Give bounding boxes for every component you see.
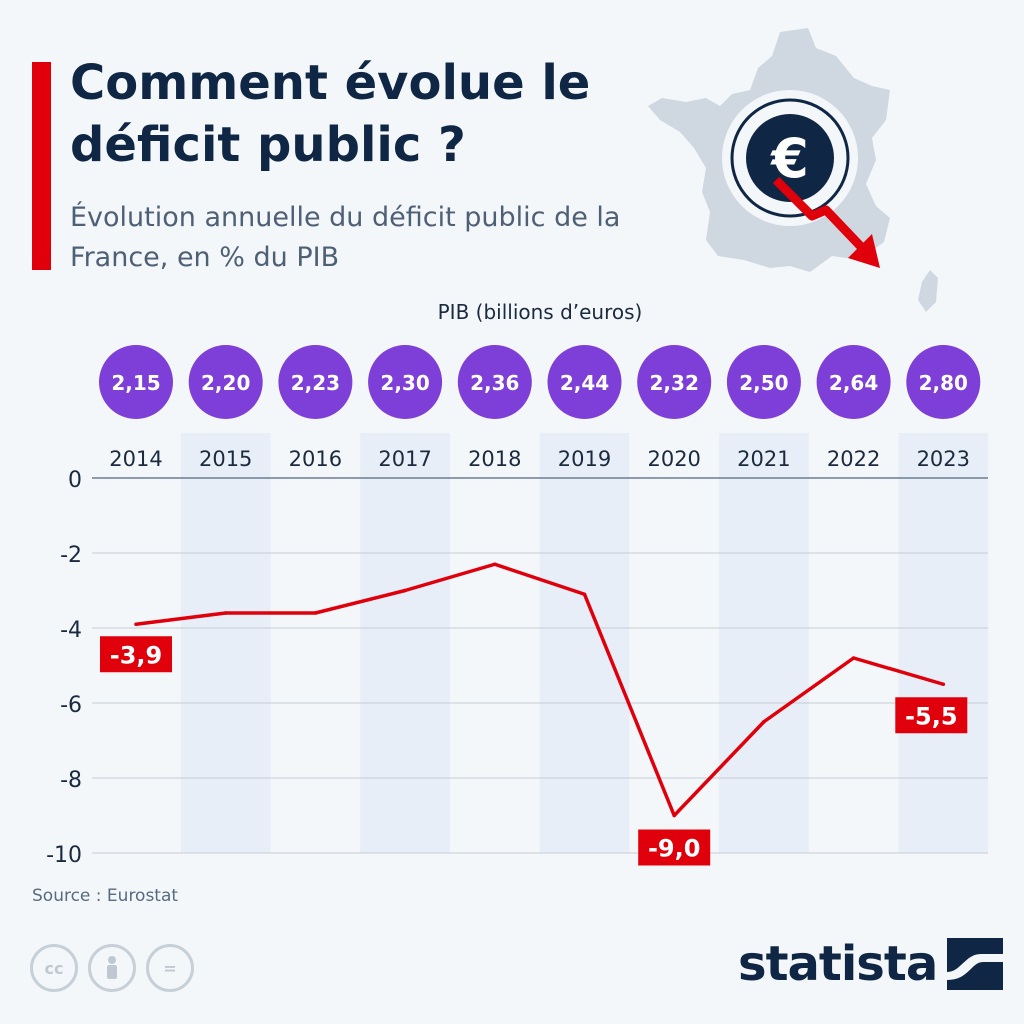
year-band [360, 433, 450, 853]
source-note: Source : Eurostat [32, 886, 179, 906]
data-point [493, 562, 497, 567]
pib-value: 2,23 [291, 371, 340, 395]
pib-value: 2,30 [380, 371, 429, 395]
chart-subtitle: Évolution annuelle du déficit public de … [70, 202, 621, 273]
y-tick-label: -10 [46, 843, 82, 868]
data-label: -5,5 [905, 702, 957, 730]
pib-value: 2,15 [111, 371, 160, 395]
year-band [719, 433, 809, 853]
pib-value: 2,50 [739, 371, 788, 395]
x-tick-label: 2019 [558, 447, 611, 471]
y-tick-label: 0 [68, 468, 82, 493]
data-point [582, 592, 587, 597]
data-point [223, 611, 228, 615]
license-icons: cc = [30, 944, 194, 992]
cc-icon: cc [30, 944, 78, 992]
brand-name: statista [738, 936, 938, 992]
no-derivatives-icon: = [146, 944, 194, 992]
y-tick-label: -8 [60, 768, 82, 793]
data-label: -9,0 [648, 835, 700, 863]
pib-bubble [816, 345, 891, 419]
year-band [898, 433, 989, 853]
pib-bubble [547, 345, 622, 419]
data-point [313, 611, 318, 615]
attribution-icon [88, 944, 136, 992]
pib-value: 2,44 [560, 371, 609, 395]
y-tick-label: -6 [60, 693, 82, 718]
corsica-shape [918, 270, 938, 312]
data-point [134, 622, 138, 627]
data-label-box [638, 829, 711, 866]
data-point [851, 656, 856, 660]
deficit-line-chart: 0 -2 -4 -6 -8 -10 2,15 2,20 2,23 2,30 2,36 2,44 2,3… [46, 345, 989, 868]
pib-value: 2,32 [650, 371, 699, 395]
decline-arrow [772, 176, 870, 256]
data-label: -3,9 [110, 641, 162, 669]
data-point [672, 813, 676, 818]
pib-title: PIB (billions d’euros) [437, 300, 643, 324]
accent-bar [32, 62, 51, 270]
y-tick-label: -2 [60, 543, 82, 568]
x-tick-label: 2017 [378, 447, 431, 471]
pib-value: 2,64 [829, 371, 878, 395]
x-tick-label: 2014 [109, 447, 162, 471]
statista-logo-icon [947, 938, 1004, 990]
pib-bubble [637, 345, 712, 419]
statista-brand[interactable]: statista [738, 936, 1004, 992]
x-tick-label: 2018 [468, 447, 521, 471]
chart-title: Comment évolue le déficit public ? [70, 55, 591, 173]
data-point [403, 588, 407, 593]
x-tick-label: 2015 [199, 447, 252, 471]
x-tick-label: 2023 [917, 447, 970, 471]
france-map-euro-down-icon: € [648, 28, 938, 312]
pib-bubble [278, 345, 353, 419]
pib-value: 2,80 [919, 371, 968, 395]
pib-bubble [99, 345, 173, 419]
pib-bubble [726, 345, 801, 419]
pib-bubble [457, 345, 532, 419]
x-tick-label: 2016 [289, 447, 342, 471]
x-tick-label: 2022 [827, 447, 880, 471]
year-band [180, 433, 271, 853]
pib-bubble [188, 345, 263, 419]
y-tick-label: -4 [60, 618, 82, 643]
x-tick-label: 2021 [737, 447, 790, 471]
year-band [539, 433, 630, 853]
deficit-series-line [135, 562, 944, 818]
pib-bubble [368, 345, 443, 419]
euro-symbol: € [769, 127, 809, 190]
data-label-box [895, 697, 968, 734]
x-tick-label: 2020 [647, 447, 700, 471]
pib-value: 2,20 [201, 371, 250, 395]
data-point [762, 719, 766, 724]
pib-value: 2,36 [470, 371, 519, 395]
pib-bubble [906, 345, 981, 419]
data-point [941, 682, 946, 687]
data-label-box [100, 636, 172, 673]
